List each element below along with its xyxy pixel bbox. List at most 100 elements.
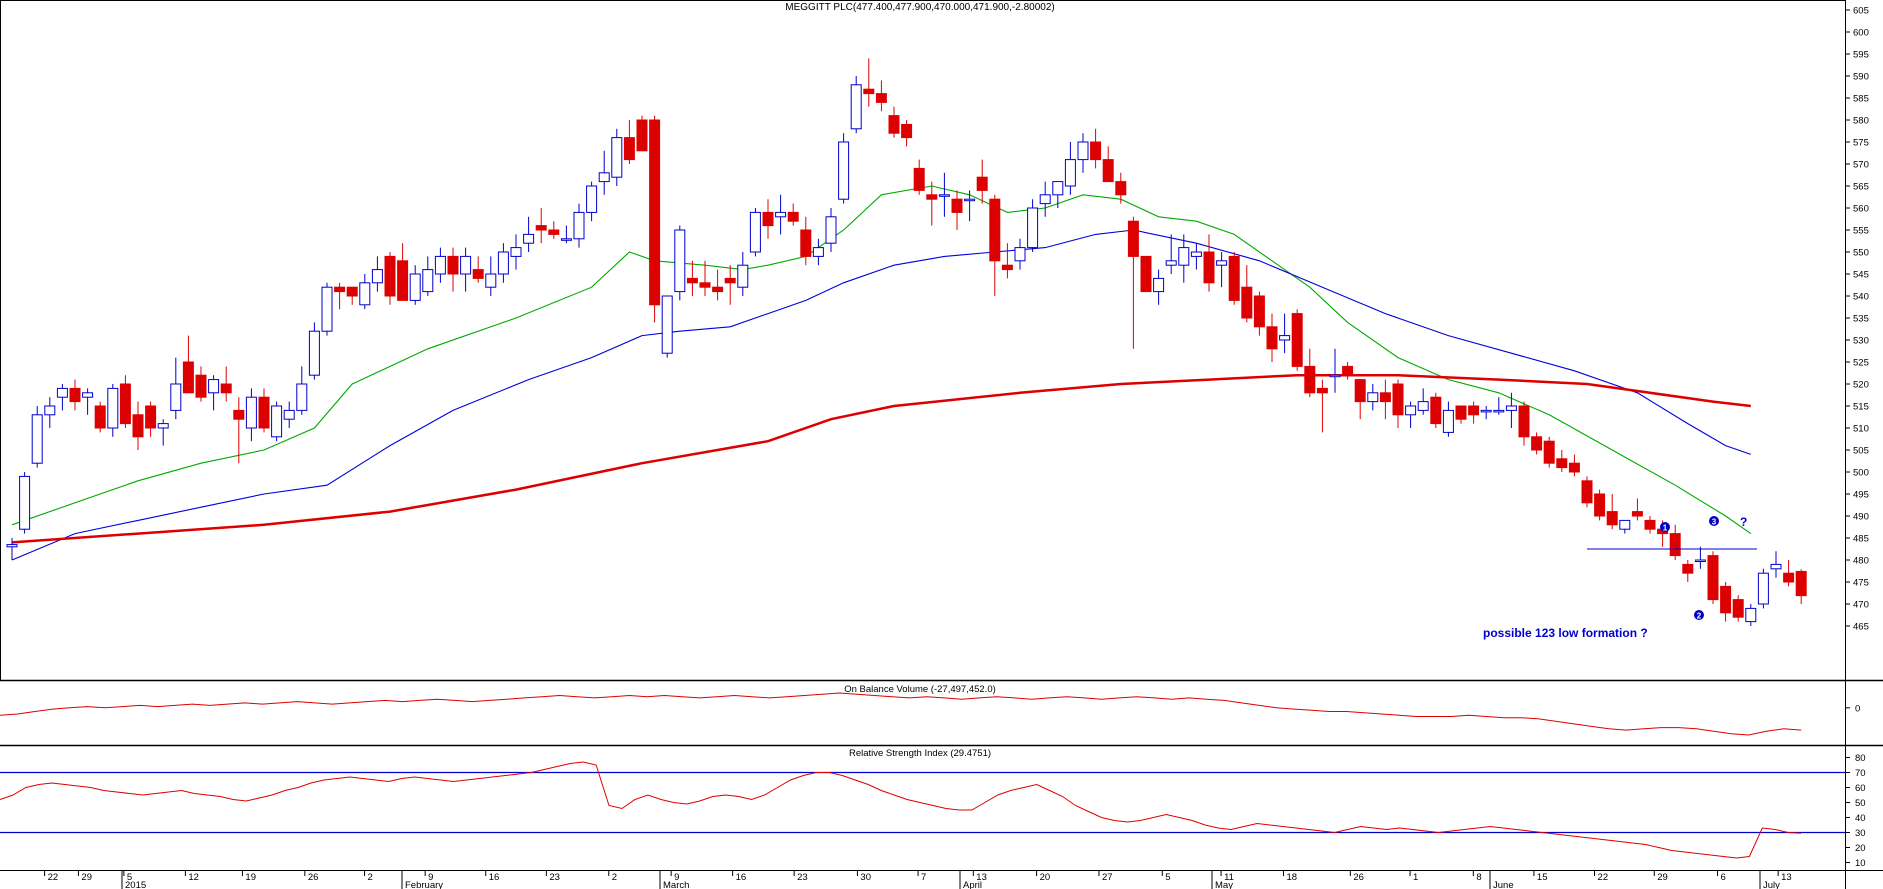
candlestick	[1531, 432, 1543, 455]
candle-body	[1014, 247, 1026, 262]
candlestick	[787, 203, 799, 226]
candle-body	[1216, 260, 1228, 266]
candlestick	[82, 388, 94, 415]
rsi-y-tick-label: 40	[1855, 813, 1866, 824]
candle-body	[649, 119, 661, 306]
candle-body	[283, 409, 295, 420]
candlestick	[573, 203, 585, 248]
y-tick-label: 515	[1853, 402, 1869, 413]
candlestick	[1518, 401, 1530, 446]
candle-body	[1127, 220, 1139, 257]
y-tick-label: 535	[1853, 314, 1869, 325]
candle-body	[1316, 387, 1328, 394]
candle-body	[1783, 572, 1795, 583]
candlestick	[825, 208, 837, 252]
candle-body	[359, 282, 371, 306]
rsi-y-tick-label: 10	[1855, 858, 1866, 869]
candlestick	[775, 194, 787, 235]
candle-body	[472, 269, 484, 279]
x-day-label: 29	[81, 872, 92, 883]
candlestick	[875, 80, 887, 112]
candlestick	[31, 406, 43, 468]
y-tick-label: 475	[1853, 578, 1869, 589]
candlestick	[1342, 362, 1354, 380]
x-month-label: April	[963, 880, 982, 889]
candle-body	[1291, 313, 1303, 367]
candlestick	[926, 181, 938, 226]
candlestick	[1543, 436, 1555, 468]
candlestick	[296, 366, 308, 415]
rsi-y-tick-label: 20	[1855, 843, 1866, 854]
candle-body	[1732, 599, 1744, 618]
candlestick	[1619, 519, 1631, 534]
candlestick	[1102, 146, 1114, 183]
y-tick-label: 540	[1853, 292, 1869, 303]
x-day-label: 16	[736, 872, 747, 883]
candle-body	[31, 414, 43, 464]
candle-body	[787, 211, 799, 222]
candle-body	[598, 172, 610, 183]
candlestick	[1505, 392, 1517, 428]
candle-body	[863, 88, 875, 95]
y-tick-label: 480	[1853, 556, 1869, 567]
candlestick	[1127, 216, 1139, 349]
candle-body	[1430, 396, 1442, 425]
candle-body	[1505, 405, 1517, 411]
candle-body	[1644, 519, 1656, 530]
candle-body	[850, 84, 862, 130]
candlestick	[56, 384, 68, 411]
candle-body	[1795, 570, 1807, 597]
candle-body	[623, 137, 635, 161]
candlestick	[1228, 252, 1240, 305]
x-day-label: 15	[1537, 872, 1548, 883]
candle-body	[1606, 511, 1618, 526]
candle-body	[1279, 335, 1291, 341]
moving-average-line-2	[11, 229, 1751, 561]
candlestick	[1064, 142, 1076, 195]
candlestick	[560, 225, 572, 244]
candle-body	[1619, 519, 1631, 530]
x-month-label: May	[1215, 880, 1233, 889]
candle-body	[674, 229, 686, 293]
candle-body	[497, 251, 509, 275]
x-month-label: July	[1763, 880, 1780, 889]
x-day-label: 6	[1721, 872, 1726, 883]
candle-body	[1190, 251, 1202, 257]
rsi-line	[0, 761, 1802, 859]
candle-body	[1090, 141, 1102, 161]
candle-body	[485, 273, 497, 288]
candle-body	[1682, 563, 1694, 574]
candlestick	[762, 199, 774, 239]
candle-body	[170, 383, 182, 411]
candle-body	[19, 475, 31, 530]
candlestick	[1568, 454, 1580, 477]
candle-body	[1052, 181, 1064, 196]
candle-body	[1745, 607, 1757, 623]
x-day-label: 13	[1781, 872, 1792, 883]
candle-body	[1241, 286, 1253, 319]
x-day-label: 9	[428, 872, 433, 883]
candle-body	[1140, 255, 1152, 293]
y-tick-label: 530	[1853, 336, 1869, 347]
candlestick	[485, 256, 497, 296]
candlestick	[1783, 560, 1795, 587]
candle-body	[611, 137, 623, 178]
candlestick	[901, 120, 913, 147]
candlestick	[371, 256, 383, 292]
candle-body	[321, 286, 333, 332]
candle-body	[1468, 405, 1480, 416]
candle-body	[44, 405, 56, 416]
candle-body	[1342, 365, 1354, 376]
x-day-label: 13	[976, 872, 987, 883]
candlestick	[586, 181, 598, 222]
candle-body	[334, 286, 346, 293]
candlestick	[699, 260, 711, 296]
y-tick-label: 495	[1853, 490, 1869, 501]
candlestick	[1606, 494, 1618, 530]
x-day-label: 1	[1413, 872, 1418, 883]
candlestick	[951, 190, 963, 230]
candlestick	[1014, 238, 1026, 270]
candlestick	[548, 221, 560, 239]
x-day-label: 22	[48, 872, 59, 883]
candle-body	[888, 115, 900, 134]
